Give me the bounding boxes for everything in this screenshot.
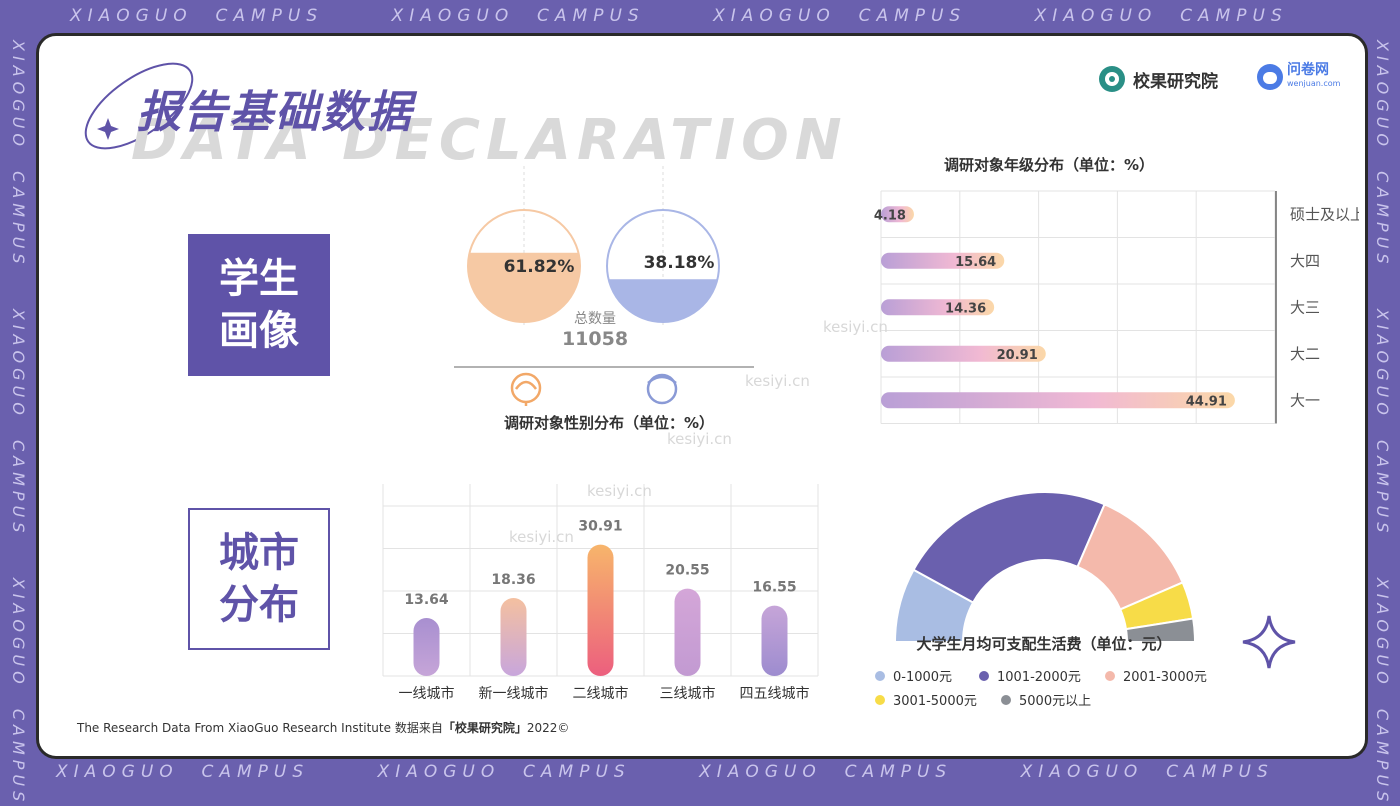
brand-wenjuan: 问卷网 wenjuan.com [1257,62,1341,90]
brand1-name: 校果研究院 [1133,71,1218,92]
grade-value-label: 14.36 [945,301,986,316]
city-bar [761,605,788,676]
watermark: kesiyi.cn [667,430,732,448]
grade-value-label: 20.91 [997,348,1038,363]
title-en: DATA DECLARATION [131,108,848,173]
gender-circle [467,209,581,323]
grade-category-label: 大三 [1290,298,1320,316]
cost-legend-1: 1001-2000元 [979,666,1081,685]
city-bar [587,544,614,676]
section-cities: 城市 分布 [188,508,330,650]
orbit-decoration [84,62,194,150]
brand2-name: 问卷网 [1287,62,1329,78]
wenjuan-logo-icon [1257,64,1283,90]
city-category-label: 四五线城市 [740,685,810,702]
watermark: kesiyi.cn [509,528,574,546]
brand2-sub: wenjuan.com [1287,79,1341,88]
city-value-label: 30.91 [578,519,622,535]
grade-bar [881,252,1005,269]
male-icon [646,373,678,405]
grade-category-label: 硕士及以上 [1290,205,1359,223]
city-bar [413,618,440,676]
city-category-label: 新一线城市 [479,685,549,702]
legend-dot-icon [1105,670,1115,681]
watermark: kesiyi.cn [745,372,810,390]
frame-text-top: XIAOGUO CAMPUS XIAOGUO CAMPUS XIAOGUO CA… [70,6,1288,26]
grade-bar [881,392,1235,409]
frame-text-left: XIAOGUO CAMPUS XIAOGUO CAMPUS XIAOGUO CA… [9,40,28,806]
cost-slice [1124,617,1197,643]
female-icon [510,372,542,406]
city-value-label: 20.55 [665,563,709,579]
frame-text-right: XIAOGUO CAMPUS XIAOGUO CAMPUS XIAOGUO CA… [1373,40,1392,806]
grade-value-label: 4.18 [874,208,906,223]
city-bar [674,588,701,676]
watermark: kesiyi.cn [587,482,652,500]
cost-legend-2: 2001-3000元 [1105,666,1207,685]
city-category-label: 三线城市 [660,685,716,702]
frame-text-bottom: XIAOGUO CAMPUS XIAOGUO CAMPUS XIAOGUO CA… [56,762,1274,782]
grade-value-label: 15.64 [955,255,996,270]
gender-circle [606,209,720,323]
legend-dot-icon [1001,694,1011,705]
report-card: DATA DECLARATION 报告基础数据 校果研究院 问卷网 wenjua… [36,33,1368,759]
city-bar [500,597,527,676]
sparkle-icon [1242,615,1296,669]
grade-category-label: 大四 [1290,252,1320,270]
grade-category-label: 大二 [1290,345,1320,363]
city-category-label: 一线城市 [399,685,455,702]
watermark: kesiyi.cn [823,318,888,336]
legend-dot-icon [875,670,885,681]
cost-legend-3: 3001-5000元 [875,690,977,709]
city-value-label: 16.55 [752,580,796,596]
cost-chart [893,491,1197,643]
grade-bar [881,206,914,223]
grade-bar [881,345,1046,362]
city-chart: 13.64 一线城市 18.36 新一线城市 30.91 二线城市 20.55 三线城市 16.… [382,484,819,702]
grade-value-label: 44.91 [1186,394,1227,409]
brand-xiaoguo: 校果研究院 [1099,66,1218,92]
grade-chart: 4.18 硕士及以上 15.64 大四 14.36 大三 20.91 大二 44.91 大一 [874,190,1359,424]
cost-chart-title: 大学生月均可支配生活费（单位：元） [916,635,1172,653]
legend-dot-icon [979,670,989,681]
grade-bar [881,299,995,316]
gender-chart [454,166,754,368]
gender-fill-1 [606,209,720,323]
cost-legend-0: 0-1000元 [875,666,952,685]
gender-label-female: 61.82% [503,256,575,277]
legend-dot-icon [875,694,885,705]
section-students: 学生 画像 [188,234,330,376]
total-label: 总数量 [574,311,616,327]
cost-legend-4: 5000元以上 [1001,690,1091,709]
total-value: 11058 [561,328,629,350]
city-value-label: 13.64 [404,592,449,608]
cost-slice [912,491,1106,604]
footer-source: The Research Data From XiaoGuo Research … [77,721,570,735]
page-title: 报告基础数据 [137,87,413,138]
city-category-label: 二线城市 [573,685,629,702]
xiaoguo-logo-icon [1099,66,1125,92]
gender-label-male: 38.18% [643,253,715,274]
city-value-label: 18.36 [491,572,535,588]
grade-category-label: 大一 [1290,391,1320,409]
gender-chart-title: 调研对象性别分布（单位：%） [503,414,715,432]
grade-chart-title: 调研对象年级分布（单位：%） [943,156,1155,174]
